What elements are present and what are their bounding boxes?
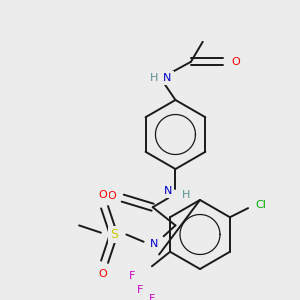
Text: F: F	[149, 294, 155, 300]
Text: N: N	[163, 73, 172, 83]
Text: H: H	[182, 190, 190, 200]
Text: O: O	[107, 191, 116, 201]
Text: N: N	[164, 186, 172, 196]
Text: Cl: Cl	[255, 200, 266, 209]
Text: S: S	[110, 228, 118, 241]
Text: F: F	[137, 285, 143, 295]
Text: O: O	[98, 268, 107, 279]
Text: H: H	[150, 73, 159, 83]
Text: O: O	[231, 57, 240, 67]
Text: F: F	[129, 271, 135, 281]
Text: O: O	[98, 190, 107, 200]
Text: N: N	[150, 238, 159, 249]
